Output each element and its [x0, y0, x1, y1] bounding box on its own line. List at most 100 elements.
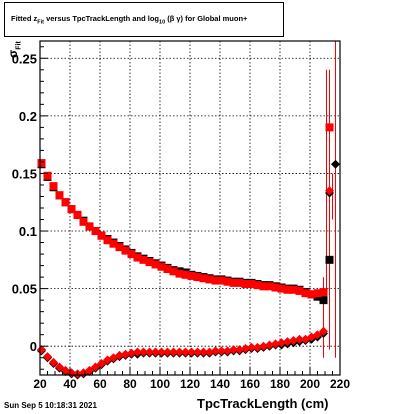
marker-diamond: [37, 345, 46, 355]
timestamp: Sun Sep 5 10:18:31 2021: [4, 401, 97, 410]
marker-diamond: [205, 347, 214, 357]
marker-square: [217, 276, 226, 285]
marker-diamond: [253, 342, 262, 352]
marker-square: [103, 236, 112, 245]
y-axis-label-sub: Fit: [15, 41, 23, 50]
title-log-sub: 10: [159, 19, 166, 26]
marker-square: [151, 260, 160, 269]
marker-diamond: [247, 342, 256, 352]
y-tick-label: 0.2: [19, 109, 37, 124]
marker-square: [271, 283, 280, 292]
marker-square: [313, 289, 322, 298]
marker-diamond: [187, 347, 196, 357]
x-tick-label: 180: [270, 377, 290, 391]
marker-square: [73, 210, 82, 219]
marker-diamond: [271, 339, 280, 349]
marker-square: [61, 198, 70, 207]
marker-diamond: [325, 186, 334, 196]
marker-square: [319, 288, 328, 297]
marker-diamond: [121, 349, 130, 359]
y-tick-label: 0.1: [19, 224, 37, 239]
x-tick-label: 40: [63, 377, 77, 391]
marker-square: [49, 182, 58, 191]
marker-square: [295, 286, 304, 295]
marker-square: [259, 282, 268, 291]
x-tick-label: 60: [93, 377, 107, 391]
marker-diamond: [313, 330, 322, 340]
marker-diamond: [133, 347, 142, 357]
marker-diamond: [157, 347, 166, 357]
marker-square: [133, 253, 142, 262]
marker-square: [91, 227, 100, 236]
y-tick-label: 0: [30, 339, 37, 354]
marker-diamond: [241, 344, 250, 354]
marker-diamond: [289, 335, 298, 345]
marker-diamond: [217, 346, 226, 356]
marker-diamond: [223, 346, 232, 356]
marker-square: [307, 290, 316, 299]
marker-diamond: [85, 365, 94, 375]
marker-square: [169, 267, 178, 276]
marker-square: [115, 243, 124, 252]
marker-diamond: [145, 347, 154, 357]
marker-diamond: [277, 338, 286, 348]
marker-square: [109, 239, 118, 248]
marker-diamond: [97, 358, 106, 368]
marker-square: [211, 276, 220, 285]
marker-square: [67, 205, 76, 214]
y-tick-label: 0.15: [12, 166, 37, 181]
marker-diamond: [175, 347, 184, 357]
marker-diamond: [91, 362, 100, 372]
marker-diamond: [229, 345, 238, 355]
marker-diamond: [235, 345, 244, 355]
marker-square: [283, 285, 292, 294]
marker-square: [55, 191, 64, 200]
marker-diamond: [211, 346, 220, 356]
marker-square: [121, 246, 130, 255]
marker-square: [241, 280, 250, 289]
marker-square: [265, 282, 274, 291]
marker-square: [325, 255, 334, 264]
marker-diamond: [199, 347, 208, 357]
marker-square: [187, 271, 196, 280]
marker-square: [163, 265, 172, 274]
x-tick-label: 80: [123, 377, 137, 391]
marker-diamond: [43, 352, 52, 362]
marker-square: [181, 270, 190, 279]
marker-diamond: [169, 347, 178, 357]
marker-square: [247, 280, 256, 289]
marker-diamond: [151, 347, 160, 357]
axis-ticks: [39, 46, 341, 375]
marker-diamond: [283, 337, 292, 347]
x-tick-label: 100: [150, 377, 170, 391]
marker-diamond: [331, 159, 340, 169]
y-axis-label: σFit: [6, 41, 22, 58]
tick-labels: 20 40 60 80 100 120 140 160 180 200 220 0 0.05 0.1 0.1…: [12, 51, 351, 391]
marker-diamond: [115, 350, 124, 360]
y-tick-label: 0.05: [12, 282, 37, 297]
marker-square: [43, 171, 52, 180]
x-tick-label: 140: [210, 377, 230, 391]
x-tick-label: 20: [33, 377, 47, 391]
marker-square: [139, 255, 148, 264]
marker-square: [235, 278, 244, 287]
chart-title-box: Fitted zFit versus TpcTrackLength and lo…: [4, 2, 284, 37]
chart-title: Fitted zFit versus TpcTrackLength and lo…: [11, 14, 247, 26]
marker-square: [37, 159, 46, 168]
marker-diamond: [265, 340, 274, 350]
x-axis-label: TpcTrackLength (cm): [197, 396, 329, 411]
marker-diamond: [163, 347, 172, 357]
title-prefix: Fitted z: [11, 14, 38, 23]
marker-diamond: [49, 357, 58, 367]
marker-square: [97, 231, 106, 240]
marker-square: [157, 262, 166, 271]
marker-square: [319, 296, 328, 305]
marker-square: [85, 222, 94, 231]
title-suffix: (β γ) for Global muon+: [165, 14, 248, 23]
x-tick-label: 120: [180, 377, 200, 391]
marker-square: [325, 123, 334, 132]
marker-diamond: [193, 347, 202, 357]
marker-diamond: [139, 347, 148, 357]
marker-square: [145, 258, 154, 267]
